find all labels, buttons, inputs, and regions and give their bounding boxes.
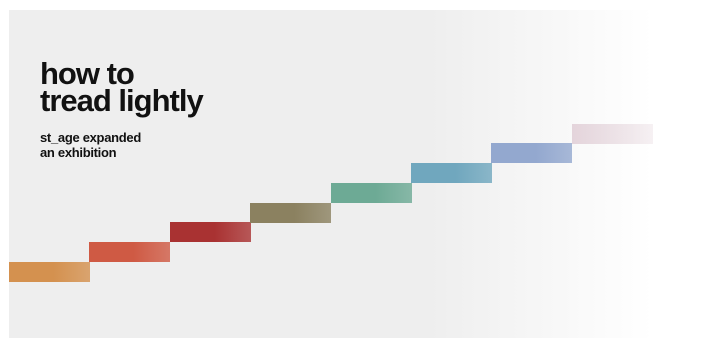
subtitle-line-1: st_age expanded: [40, 130, 141, 145]
title-line-1: how to: [40, 56, 135, 91]
banner-title: how to tread lightly: [40, 56, 204, 118]
stair-step-4: [250, 203, 331, 223]
stair-step-8: [572, 124, 653, 144]
stair-step-7: [491, 143, 572, 163]
stair-step-2: [89, 242, 170, 262]
banner-subtitle: st_age expanded an exhibition: [40, 130, 141, 160]
stair-step-1: [9, 262, 90, 282]
stair-step-3: [170, 222, 251, 242]
title-line-2: tread lightly: [40, 83, 204, 118]
stair-step-6: [411, 163, 492, 183]
exhibition-banner: how to tread lightly st_age expanded an …: [9, 10, 653, 338]
stair-step-5: [331, 183, 412, 203]
subtitle-line-2: an exhibition: [40, 145, 117, 160]
